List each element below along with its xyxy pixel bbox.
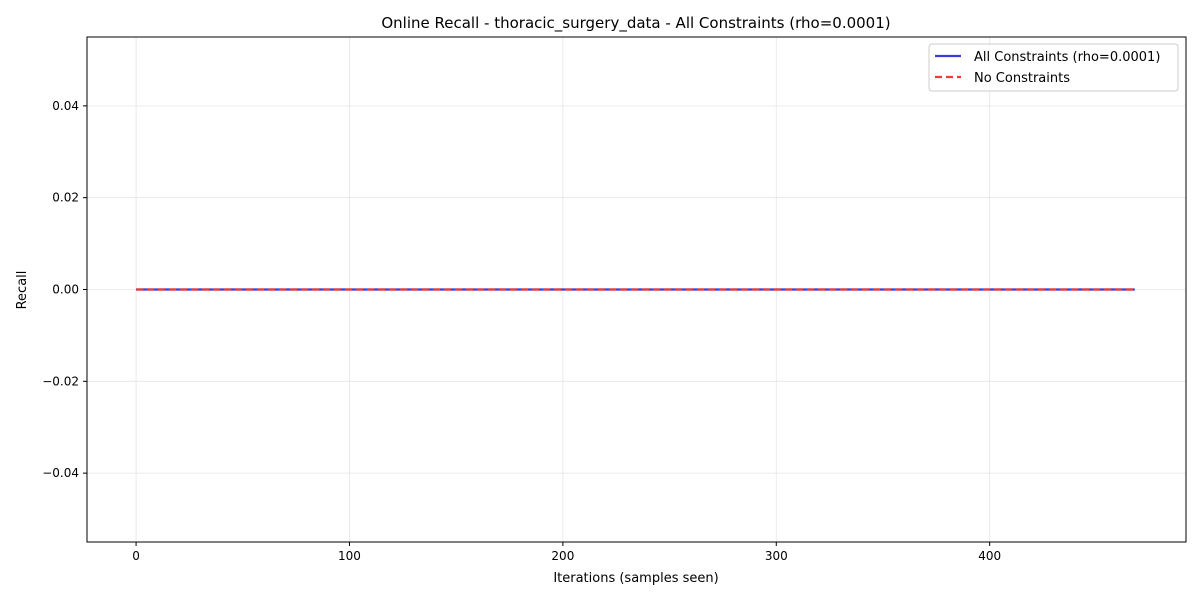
legend-box bbox=[928, 43, 1179, 92]
legend-label-1: All Constraints (rho=0.0001) bbox=[974, 50, 1160, 65]
x-axis: 0 100 200 300 400 bbox=[132, 542, 1001, 563]
legend-label-2: No Constraints bbox=[974, 71, 1070, 86]
y-tick-label: 0.00 bbox=[52, 283, 79, 297]
x-tick-label: 0 bbox=[132, 549, 140, 563]
y-tick-label: −0.02 bbox=[42, 374, 79, 388]
y-axis: −0.04 −0.02 0.00 0.02 0.04 bbox=[42, 99, 87, 480]
y-tick-label: 0.04 bbox=[52, 99, 79, 113]
chart-title: Online Recall - thoracic_surgery_data - … bbox=[381, 14, 890, 33]
x-tick-label: 300 bbox=[765, 549, 788, 563]
y-tick-label: 0.02 bbox=[52, 191, 79, 205]
x-tick-label: 200 bbox=[551, 549, 574, 563]
x-tick-label: 400 bbox=[978, 549, 1001, 563]
legend: All Constraints (rho=0.0001) No Constrain… bbox=[928, 43, 1179, 92]
x-tick-label: 100 bbox=[338, 549, 361, 563]
y-tick-label: −0.04 bbox=[42, 466, 79, 480]
y-axis-label: Recall bbox=[15, 271, 30, 310]
x-axis-label: Iterations (samples seen) bbox=[553, 571, 718, 586]
